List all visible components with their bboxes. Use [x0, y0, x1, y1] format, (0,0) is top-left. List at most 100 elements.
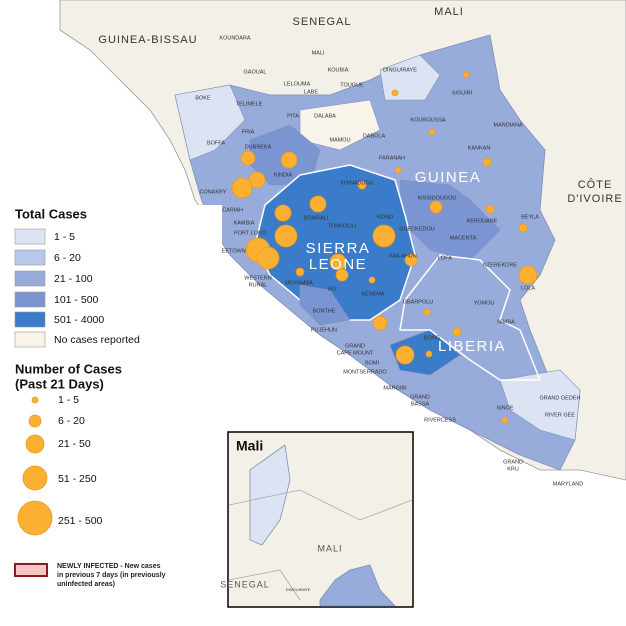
legend-bubble: [28, 414, 42, 428]
district-label: KAILAHUN: [389, 253, 417, 259]
legend-label: 501 - 4000: [54, 314, 104, 326]
district-label: GRAND: [410, 394, 430, 400]
district-label: BOKE: [195, 95, 211, 101]
inset-label: MALI: [317, 543, 342, 553]
district-label: GRAND GEDEH: [540, 395, 581, 401]
bubble: [357, 180, 367, 190]
district-low: [379, 54, 441, 101]
district-label: TELIMELE: [236, 101, 263, 107]
bubble: [372, 315, 388, 331]
district-label: DABOLA: [363, 133, 386, 139]
district-label: GAOUAL: [244, 69, 267, 75]
district-label: KISSIDOUGOU: [418, 195, 457, 201]
district-label: MALI: [312, 50, 325, 56]
district-label: KOUNDARA: [219, 35, 251, 41]
bubble: [280, 151, 298, 169]
legend-label: 51 - 250: [58, 473, 97, 485]
district-label: KONO: [377, 214, 394, 220]
district-label: RIVER GEE: [545, 412, 575, 418]
district-label: FARANAH: [379, 155, 405, 161]
inset-map: Mali MALI SENEGAL DINGUIRAYE: [220, 431, 414, 608]
district-label: BEYLA: [521, 214, 539, 220]
bubble: [231, 177, 253, 199]
legend-title: Number of Cases: [15, 361, 122, 376]
district-label: KOUROUSSA: [410, 117, 445, 123]
legend-swatch: [14, 270, 46, 287]
district-label: NIMBA: [497, 319, 515, 325]
legend-bubble: [22, 465, 48, 491]
country-label: MALI: [434, 6, 464, 18]
legend-title: Total Cases: [15, 206, 87, 221]
district-label: CONAKRY: [199, 189, 226, 195]
district-label: GBARPOLU: [403, 299, 434, 305]
newly-infected-note: uninfected areas): [57, 581, 115, 588]
legend-title: (Past 21 Days): [15, 376, 104, 391]
newly-infected-swatch: [14, 563, 48, 577]
legend-panel: [0, 205, 222, 610]
district-label: GUECKEDOU: [399, 226, 434, 232]
bubble: [274, 204, 292, 222]
bubble: [462, 71, 470, 79]
bubble: [501, 416, 509, 424]
district-label: KOUBIA: [328, 67, 349, 73]
bubble: [485, 204, 495, 214]
country-label: LEONE: [309, 256, 367, 273]
district-label: MANDIANA: [493, 122, 522, 128]
legend-swatch: [14, 249, 46, 266]
district-mid: [299, 284, 351, 326]
legend-label: No cases reported: [54, 334, 140, 346]
bubble: [372, 224, 396, 248]
district-label: KOINADUGU: [340, 180, 373, 186]
district-label: DUBREKA: [245, 144, 272, 150]
bubble: [329, 253, 347, 271]
district-label: MARGIBI: [383, 385, 407, 391]
district-label: KRU: [507, 466, 519, 472]
legend-bubble: [25, 434, 45, 454]
district-label: BOMI: [365, 360, 380, 366]
bubble: [423, 308, 431, 316]
district-label: YOMOU: [474, 300, 495, 306]
district-label: NZEREKORE: [483, 262, 518, 268]
bubble: [256, 246, 280, 270]
district-label: TOUGUE: [340, 82, 364, 88]
bubble: [335, 268, 349, 282]
district-label: FREETOWN: [214, 248, 245, 254]
district-label: TONKOLILI: [328, 223, 357, 229]
country-label: D'IVOIRE: [567, 193, 622, 205]
country-label: CÔTE: [578, 178, 613, 191]
district-label: KAMBIA: [234, 220, 255, 226]
district-label: BASSA: [411, 401, 430, 407]
district-label: LOLA: [521, 285, 535, 291]
bubble: [240, 150, 256, 166]
bubble: [428, 128, 436, 136]
district-label: LELOUMA: [284, 81, 311, 87]
legend-label: 1 - 5: [54, 231, 75, 243]
district-label: KENEMA: [361, 291, 385, 297]
district-label: KANKAN: [468, 145, 491, 151]
newly-infected-note: in previous 7 days (in previously: [57, 572, 166, 579]
legend-label: 6 - 20: [58, 415, 85, 427]
inset-border: [228, 489, 413, 521]
district-label: BO: [328, 286, 337, 292]
inset-region: [319, 564, 396, 607]
district-label: RIVERCESS: [424, 417, 456, 423]
bubble: [295, 267, 305, 277]
bubble: [482, 157, 492, 167]
bubble: [391, 89, 399, 97]
bubble: [274, 224, 298, 248]
district-label: MARYLAND: [553, 481, 583, 487]
bubble: [248, 171, 266, 189]
bubble: [368, 276, 376, 284]
bubble: [518, 265, 538, 285]
case-bubbles: [231, 71, 538, 424]
country-label: LIBERIA: [438, 338, 506, 355]
legend-bubble: [31, 396, 39, 404]
legend-swatch: [14, 311, 46, 328]
district-label: MAMOU: [329, 137, 350, 143]
district-label: MONTSERRADO: [343, 369, 387, 375]
district-label: RURAL: [249, 282, 268, 288]
district-label: KINDIA: [274, 172, 293, 178]
district-label: BONG: [424, 335, 440, 341]
district-label: BOMBALI: [304, 215, 329, 221]
